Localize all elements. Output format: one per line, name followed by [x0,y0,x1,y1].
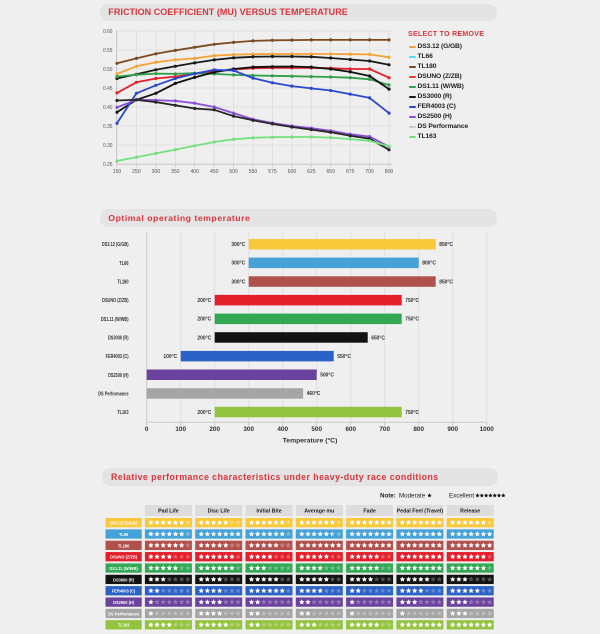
svg-text:DS2500 (H): DS2500 (H) [113,600,135,605]
svg-text:Temperature (°C): Temperature (°C) [283,436,338,444]
svg-text:500: 500 [311,426,322,433]
svg-text:460°C: 460°C [307,391,321,397]
svg-text:0.30: 0.30 [103,143,113,149]
svg-text:TL66: TL66 [119,260,129,266]
svg-text:300°C: 300°C [231,242,245,248]
svg-text:575: 575 [268,169,277,175]
svg-text:100: 100 [175,426,186,433]
svg-text:DS3.12 (G/GB): DS3.12 (G/GB) [102,242,129,248]
svg-text:650°C: 650°C [371,335,385,341]
svg-text:350: 350 [171,169,180,175]
svg-text:Release: Release [460,509,480,515]
svg-text:0.50: 0.50 [103,67,113,73]
svg-text:550: 550 [249,169,258,175]
svg-text:DS1.11 (W/WB): DS1.11 (W/WB) [109,566,138,571]
svg-text:Disc Life: Disc Life [208,509,230,515]
svg-text:200°C: 200°C [197,298,211,304]
svg-text:200: 200 [209,426,220,433]
svg-text:0.25: 0.25 [103,162,113,168]
svg-text:1000: 1000 [480,426,495,433]
svg-text:DS3.12 (G/GB): DS3.12 (G/GB) [110,520,138,525]
svg-text:TL66: TL66 [119,532,129,537]
svg-text:Fade: Fade [363,509,375,515]
svg-text:Moderate: Moderate [399,493,426,500]
svg-text:600: 600 [345,426,356,433]
svg-text:800: 800 [385,169,394,175]
svg-text:DS Performance: DS Performance [108,611,140,616]
svg-text:DS1.11 (W/WB): DS1.11 (W/WB) [101,316,129,322]
svg-text:550°C: 550°C [337,354,351,360]
svg-text:850°C: 850°C [439,279,453,285]
svg-text:Initial Bite: Initial Bite [256,509,281,515]
svg-text:0.60: 0.60 [103,29,113,35]
svg-text:Note:: Note: [380,493,396,500]
svg-text:0.45: 0.45 [103,86,113,92]
svg-text:DS Performance: DS Performance [98,391,129,397]
svg-text:800°C: 800°C [422,261,436,267]
svg-text:Excellent: Excellent [449,493,474,500]
svg-text:DSUNO (Z/ZB): DSUNO (Z/ZB) [110,554,138,559]
svg-text:600: 600 [288,169,297,175]
svg-text:TL163: TL163 [117,410,129,416]
svg-text:300°C: 300°C [231,279,245,285]
svg-text:150: 150 [113,169,122,175]
svg-text:650: 650 [326,169,335,175]
svg-text:TL163: TL163 [118,622,130,627]
svg-text:300: 300 [243,426,254,433]
svg-text:750°C: 750°C [405,298,419,304]
svg-text:400: 400 [190,169,199,175]
svg-text:Pad Life: Pad Life [158,509,179,515]
svg-text:Average mu: Average mu [304,509,334,515]
svg-text:900: 900 [447,426,458,433]
svg-text:675: 675 [346,169,355,175]
svg-text:250: 250 [132,169,141,175]
svg-text:DS3000 (R): DS3000 (R) [113,577,135,582]
svg-text:200°C: 200°C [197,316,211,322]
svg-text:200°C: 200°C [197,335,211,341]
svg-text:TL180: TL180 [118,543,130,548]
svg-text:DS3000 (R): DS3000 (R) [108,335,129,341]
svg-text:DSUNO (Z/ZB): DSUNO (Z/ZB) [102,298,129,304]
svg-text:750°C: 750°C [405,410,419,416]
svg-text:500°C: 500°C [320,372,334,378]
svg-text:100°C: 100°C [163,354,177,360]
svg-text:TL180: TL180 [117,279,129,285]
svg-text:850°C: 850°C [439,242,453,248]
svg-text:500: 500 [229,169,238,175]
svg-text:300°C: 300°C [231,261,245,267]
svg-text:450: 450 [210,169,219,175]
svg-text:750°C: 750°C [405,316,419,322]
svg-text:200°C: 200°C [197,410,211,416]
svg-text:400: 400 [277,426,288,433]
svg-text:0.35: 0.35 [103,124,113,130]
svg-text:FER4003 (C): FER4003 (C) [106,354,129,360]
svg-text:DS2500 (H): DS2500 (H) [108,372,129,378]
svg-text:300: 300 [152,169,161,175]
svg-text:0: 0 [145,426,149,433]
svg-text:0.40: 0.40 [103,105,113,111]
svg-text:700: 700 [365,169,374,175]
svg-text:0.55: 0.55 [103,48,113,54]
svg-text:FER4003 (C): FER4003 (C) [112,588,136,593]
svg-text:Pedal Feel (Travel): Pedal Feel (Travel) [397,509,444,515]
svg-text:700: 700 [379,426,390,433]
svg-text:800: 800 [413,426,424,433]
svg-text:625: 625 [307,169,316,175]
